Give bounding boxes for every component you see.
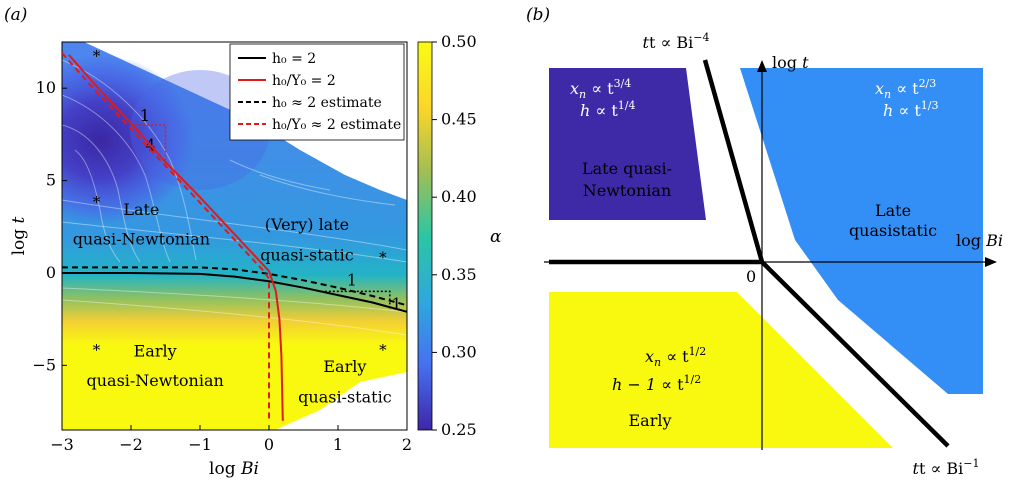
scaling-law: h − 1 ∝ t1/2 (612, 373, 701, 394)
x-tick-label-a: 2 (402, 435, 412, 454)
y-tick-label-a: 0 (46, 263, 56, 282)
region-name: quasistatic (849, 221, 937, 240)
colorbar: 0.25 0.30 0.35 0.40 0.45 0.50 α (417, 32, 502, 439)
legend-label: h₀/Y₀ ≈ 2 estimate (272, 117, 401, 133)
x-tick-label-a: −3 (50, 435, 74, 454)
boundary-bi-minus-1 (760, 260, 950, 448)
scaling-law: xn ∝ t1/2 (645, 345, 706, 369)
colorbar-tick-label: 0.45 (441, 110, 477, 129)
boundary-label-bottom-exp: −1 (963, 457, 979, 470)
star-marker: * (379, 341, 387, 359)
boundary-label-bottom-text: t ∝ Bi (919, 459, 963, 478)
region-late-quasi-newtonian (549, 68, 706, 220)
star-marker: * (379, 248, 387, 266)
slope-run-label: 1 (347, 270, 357, 289)
plot-a-frame (61, 41, 408, 431)
region-annotation: quasi-Newtonian (73, 230, 210, 249)
heatmap-dark-core (62, 55, 195, 225)
boundary-label-top: tt ∝ Bi−4 (643, 31, 710, 52)
colorbar-tick-label: 0.35 (441, 265, 477, 284)
series-line-4 (62, 52, 270, 421)
panel-b: (b) log t log Bi 0 tt ∝ Bi−4 tt ∝ Bi−1 x… (526, 5, 1003, 478)
colorbar-label: α (490, 227, 502, 247)
colorbar-ticks: 0.25 0.30 0.35 0.40 0.45 0.50 (432, 32, 477, 439)
region-name: Newtonian (583, 181, 672, 200)
y-axis-label-a: log t (9, 216, 29, 255)
region-texts: xn ∝ t3/4h ∝ t1/4 Late quasi- Newtonian xn … (570, 77, 938, 430)
axis-b-x-label: log Bi (956, 231, 1003, 250)
colorbar-tick-label: 0.25 (441, 420, 477, 439)
series-line-3 (62, 266, 407, 307)
y-tick-label-a: 10 (36, 78, 56, 97)
marker-layer: * * * * * (93, 47, 387, 359)
region-name: Early (628, 411, 671, 430)
x-tick-label-a: −2 (119, 435, 143, 454)
region-annotation: quasi-static (298, 388, 392, 407)
colorbar-gradient (417, 41, 433, 431)
axis-b-y-label: log t (772, 53, 809, 72)
legend: h₀ = 2 h₀/Y₀ = 2 h₀ ≈ 2 estimate h₀/Y₀ ≈ 2 … (229, 43, 405, 141)
series-line-1 (62, 272, 407, 313)
region-annotation: Early (134, 341, 177, 360)
y-tick-label-a: 5 (46, 171, 56, 190)
x-axis-label-a: log Bi (209, 459, 259, 479)
region-annotation: Early (323, 357, 366, 376)
legend-entries: h₀ = 2 h₀/Y₀ = 2 h₀ ≈ 2 estimate h₀/Y₀ ≈ 2 … (238, 51, 401, 133)
boundary-label-top-exp: −4 (693, 31, 709, 44)
boundary-label-top-text: t ∝ Bi (649, 33, 693, 52)
star-marker: * (93, 341, 101, 359)
scaling-law: h ∝ t1/4 (580, 99, 635, 120)
contour-lines (62, 59, 407, 336)
region-annotation: (Very) late (265, 215, 349, 234)
series-layer (62, 52, 407, 421)
x-tick-label-a: −1 (188, 435, 212, 454)
boundary-label-bottom: tt ∝ Bi−1 (913, 457, 980, 478)
colorbar-tick-label: 0.30 (441, 342, 477, 361)
region-annotation: quasi-Newtonian (86, 371, 223, 390)
region-name: Late quasi- (582, 159, 672, 178)
colorbar-tick-label: 0.50 (441, 32, 477, 51)
axis-a: −3 −2 −1 0 1 2 −5 0 5 10 (32, 78, 412, 454)
panel-a-label: (a) (4, 5, 27, 25)
x-tick-label-a: 1 (333, 435, 343, 454)
scaling-law: xn ∝ t2/3 (875, 77, 936, 101)
legend-label: h₀/Y₀ = 2 (272, 73, 336, 89)
region-annotation: Late (123, 200, 159, 219)
slope-triangle-2 (320, 290, 391, 310)
panel-b-label: (b) (526, 5, 550, 25)
series-line-2 (68, 54, 284, 421)
star-marker: * (93, 47, 101, 65)
region-annotation: quasi-static (260, 245, 354, 264)
axis-b-arrowhead-y (757, 60, 767, 72)
heatmap-field (62, 42, 407, 430)
slope-rise-label: 1 (392, 294, 402, 313)
slope-run-label: 1 (140, 106, 150, 125)
y-tick-label-a: −5 (32, 355, 56, 374)
origin-label: 0 (746, 267, 756, 286)
boundary-bi-minus-4 (702, 59, 765, 263)
scaling-law: h ∝ t1/3 (883, 99, 938, 120)
legend-label: h₀ ≈ 2 estimate (272, 95, 382, 111)
colorbar-tick-label: 0.40 (441, 187, 477, 206)
region-early (549, 292, 893, 448)
scaling-law: xn ∝ t3/4 (570, 77, 631, 101)
x-tick-label-a: 0 (264, 435, 274, 454)
region-late-quasistatic (740, 68, 983, 394)
axis-b-arrowhead-x (985, 257, 997, 267)
region-name: Late (875, 201, 911, 220)
region-annotations: Late quasi-Newtonian (Very) late quasi-stat… (73, 200, 392, 407)
panel-a: (a) −3 −2 −1 0 1 2 −5 0 5 10 log Bi log t * * * * * (4, 5, 502, 479)
legend-label: h₀ = 2 (272, 51, 316, 67)
star-marker: * (93, 193, 101, 211)
